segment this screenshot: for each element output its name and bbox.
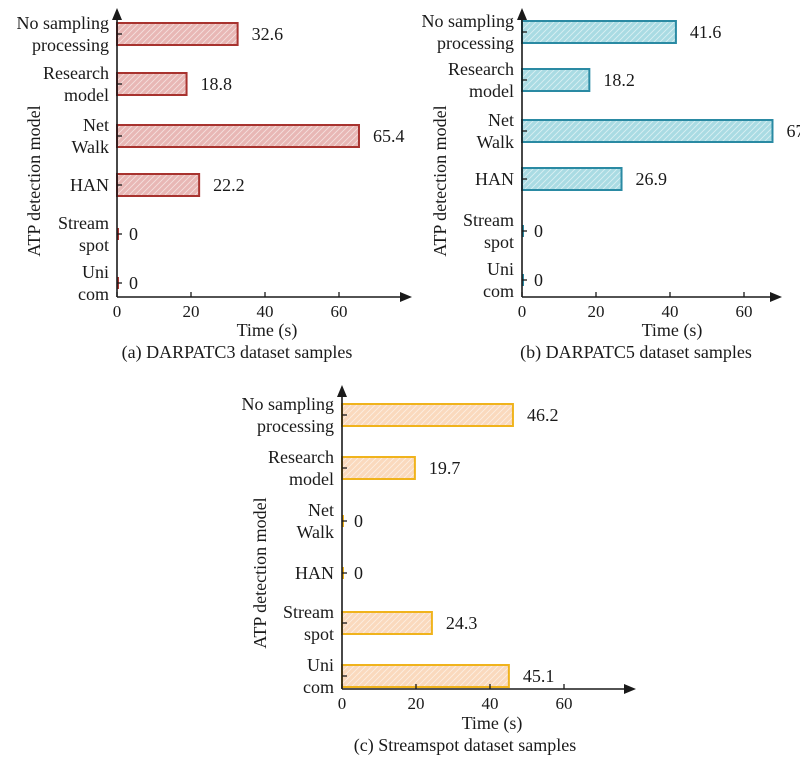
x-tick-label: 20 [588, 302, 605, 321]
value-label: 0 [354, 563, 363, 583]
value-label: 18.8 [201, 74, 233, 94]
y-axis-arrow [517, 8, 527, 20]
chart-caption: (a) DARPATC3 dataset samples [122, 342, 353, 363]
category-label: Net Walk [296, 500, 334, 542]
category-label: No sampling processing [422, 11, 515, 53]
chart-darpatc3: 32.6 No sampling processing 18.8 Research mod… [17, 8, 412, 363]
value-label: 0 [129, 224, 138, 244]
category-label: HAN [475, 169, 514, 189]
value-label: 0 [534, 221, 543, 241]
bar [116, 173, 201, 197]
y-axis-title: ATP detection model [24, 105, 44, 256]
category-label: Research model [43, 63, 109, 105]
y-axis-arrow [112, 8, 122, 20]
category-label: Stream spot [463, 210, 514, 252]
bar [521, 119, 774, 143]
value-label: 45.1 [523, 666, 555, 686]
x-axis-title: Time (s) [237, 320, 298, 341]
y-axis-arrow [337, 385, 347, 397]
bar [341, 456, 416, 480]
category-label: HAN [295, 563, 334, 583]
value-label: 65.4 [373, 126, 405, 146]
x-tick-label: 20 [408, 694, 425, 713]
x-tick-label: 40 [662, 302, 679, 321]
y-axis-title: ATP detection model [250, 497, 270, 648]
x-tick-label: 60 [556, 694, 573, 713]
x-axis-arrow [770, 292, 782, 302]
category-label: No sampling processing [242, 394, 335, 436]
x-tick-label: 60 [736, 302, 753, 321]
chart-caption: (b) DARPATC5 dataset samples [520, 342, 752, 363]
value-label: 41.6 [690, 22, 722, 42]
category-label: Stream spot [58, 213, 109, 255]
x-tick-label: 0 [113, 302, 122, 321]
value-label: 67.7 [786, 121, 800, 141]
value-label: 24.3 [446, 613, 478, 633]
value-label: 0 [129, 273, 138, 293]
x-tick-label: 0 [338, 694, 347, 713]
category-label: Research model [268, 447, 334, 489]
category-label: Research model [448, 59, 514, 101]
chart-caption: (c) Streamspot dataset samples [354, 735, 576, 756]
x-axis-arrow [400, 292, 412, 302]
chart-darpatc5: 41.6 No sampling processing 18.2 Research mod… [422, 8, 800, 363]
x-axis-title: Time (s) [462, 713, 523, 734]
category-label: HAN [70, 175, 109, 195]
bar [521, 68, 591, 92]
bar [521, 167, 623, 191]
x-axis-title: Time (s) [642, 320, 703, 341]
category-label: Uni com [483, 259, 514, 301]
category-label: Uni com [78, 262, 109, 304]
x-tick-label: 20 [183, 302, 200, 321]
x-tick-label: 40 [257, 302, 274, 321]
value-label: 26.9 [636, 169, 668, 189]
bar [116, 22, 239, 46]
bar [341, 611, 433, 635]
x-tick-label: 40 [482, 694, 499, 713]
chart-streamspot: 46.2 No sampling processing 19.7 Research mod… [242, 385, 636, 756]
value-label: 0 [354, 511, 363, 531]
bar [341, 664, 510, 688]
value-label: 22.2 [213, 175, 245, 195]
value-label: 0 [534, 270, 543, 290]
category-label: Net Walk [71, 115, 109, 157]
bar [116, 124, 360, 148]
x-tick-label: 60 [331, 302, 348, 321]
y-axis-title: ATP detection model [430, 105, 450, 256]
category-label: No sampling processing [17, 13, 110, 55]
value-label: 32.6 [252, 24, 284, 44]
value-label: 18.2 [603, 70, 635, 90]
category-label: Stream spot [283, 602, 334, 644]
x-tick-label: 0 [518, 302, 527, 321]
value-label: 46.2 [527, 405, 559, 425]
category-label: Net Walk [476, 110, 514, 152]
x-axis-arrow [624, 684, 636, 694]
bar [116, 72, 188, 96]
bar [341, 403, 514, 427]
value-label: 19.7 [429, 458, 461, 478]
bar [521, 20, 677, 44]
category-label: Uni com [303, 655, 334, 697]
